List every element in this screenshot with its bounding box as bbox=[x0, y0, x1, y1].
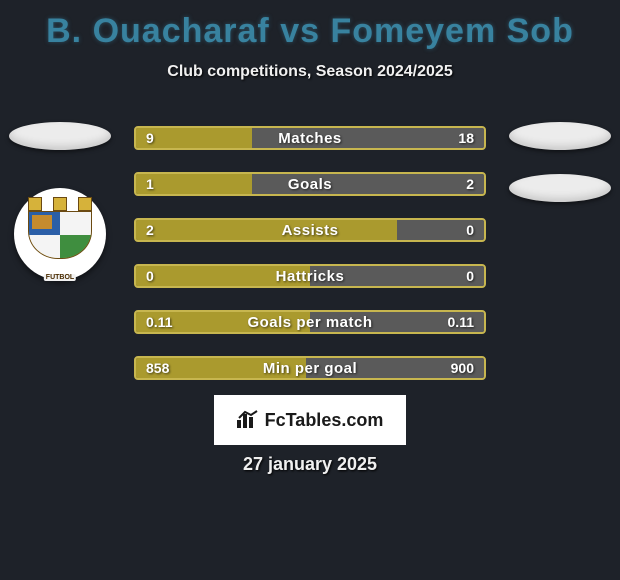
logo-text: FcTables.com bbox=[265, 410, 384, 431]
player1-club-crest: FUTBOL bbox=[14, 188, 106, 280]
player2-column bbox=[506, 122, 614, 226]
stat-bar: Goals per match0.11 0.11 bbox=[134, 310, 486, 334]
stat-label: Matches bbox=[136, 128, 484, 148]
stat-value-player2: 900 bbox=[451, 358, 474, 378]
chart-icon bbox=[237, 410, 259, 431]
crest-label: FUTBOL bbox=[44, 274, 76, 281]
season-subtitle: Club competitions, Season 2024/2025 bbox=[0, 63, 620, 81]
stat-value-player2: 0.11 bbox=[448, 312, 474, 332]
player1-photo-placeholder bbox=[9, 122, 111, 150]
stat-value-player1: 0.11 bbox=[146, 312, 172, 332]
player1-column: FUTBOL bbox=[6, 122, 114, 280]
comparison-date: 27 january 2025 bbox=[0, 454, 620, 475]
stat-value-player1: 2 bbox=[146, 220, 154, 240]
stat-bar: Min per goal858 900 bbox=[134, 356, 486, 380]
stat-bar: Goals1 2 bbox=[134, 172, 486, 196]
stat-bar: Matches9 18 bbox=[134, 126, 486, 150]
stat-value-player1: 858 bbox=[146, 358, 169, 378]
stat-value-player2: 2 bbox=[466, 174, 474, 194]
stat-value-player2: 18 bbox=[458, 128, 474, 148]
fctables-logo: FcTables.com bbox=[214, 395, 406, 445]
player2-photo-placeholder bbox=[509, 122, 611, 150]
player2-club-placeholder bbox=[509, 174, 611, 202]
stat-label: Hattricks bbox=[136, 266, 484, 286]
stat-value-player1: 9 bbox=[146, 128, 154, 148]
comparison-title: B. Ouacharaf vs Fomeyem Sob bbox=[0, 0, 620, 51]
crest-tower-icon bbox=[78, 197, 92, 211]
stat-bar: Assists2 0 bbox=[134, 218, 486, 242]
stat-label: Goals per match bbox=[136, 312, 484, 332]
stat-value-player1: 1 bbox=[146, 174, 154, 194]
stat-label: Assists bbox=[136, 220, 484, 240]
crest-tower-icon bbox=[28, 197, 42, 211]
stat-bar: Hattricks0 0 bbox=[134, 264, 486, 288]
stat-label: Min per goal bbox=[136, 358, 484, 378]
stat-value-player1: 0 bbox=[146, 266, 154, 286]
crest-castle-icon bbox=[32, 215, 52, 229]
crest-tower-icon bbox=[53, 197, 67, 211]
stat-bars-container: Matches918Goals12Assists20Hattricks00Goa… bbox=[134, 126, 486, 402]
stat-label: Goals bbox=[136, 174, 484, 194]
stat-value-player2: 0 bbox=[466, 220, 474, 240]
stat-value-player2: 0 bbox=[466, 266, 474, 286]
